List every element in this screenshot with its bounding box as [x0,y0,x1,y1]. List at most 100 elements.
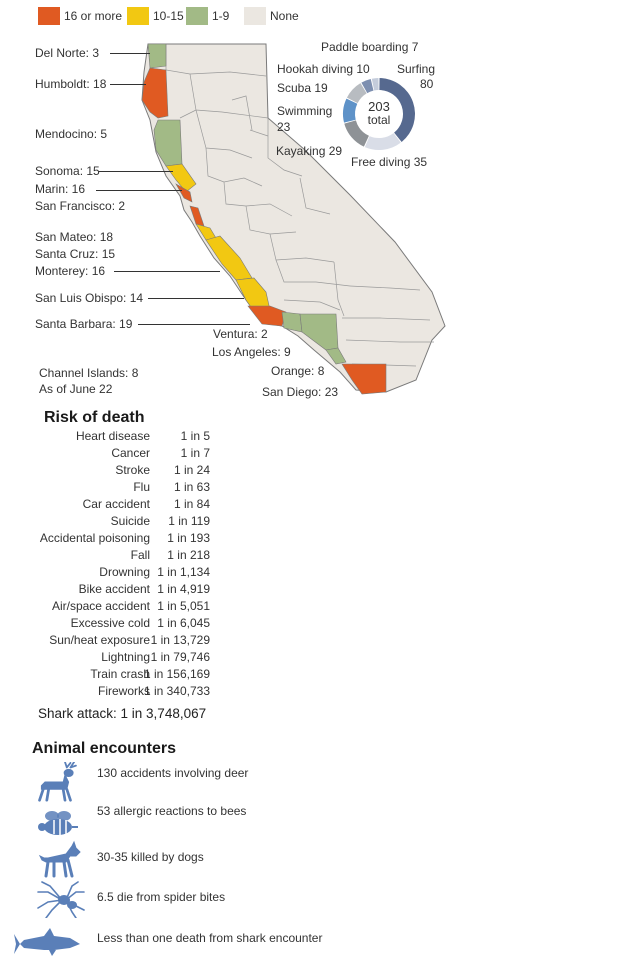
county-label-monterey: Monterey: 16 [35,264,106,278]
county-label-ventura: Ventura: 2 [213,327,268,341]
county-borders [165,44,434,367]
risk-cause: Fireworks [97,684,150,698]
animal-row-bee: 53 allergic reactions to bees [20,804,610,838]
risk-row: Train crash 1 in 156,169 [0,667,260,684]
animal-text-bee: 53 allergic reactions to bees [97,804,247,818]
state-outline [141,43,446,393]
donut-slice-free-diving [364,133,401,150]
risk-row: Excessive cold 1 in 6,045 [0,616,260,633]
risk-row: Car accident 1 in 84 [0,497,260,514]
leader-line [110,84,146,85]
county-humboldt [141,67,169,119]
county-label-orange: Orange: 8 [271,364,325,378]
donut-slice-paddle-boarding [371,78,379,91]
risk-table: Heart disease 1 in 5 Cancer 1 in 7 Stroke 1 i… [0,429,260,704]
risk-odds: 1 in 7 [180,446,210,460]
donut-total-number: 203 [368,99,390,114]
animals-title: Animal encounters [32,740,177,757]
legend-item-10-15: 10-15 [127,7,184,25]
risk-row: Cancer 1 in 7 [0,446,260,463]
shark-attack-odds: Shark attack: 1 in 3,748,067 [38,706,207,721]
dog-icon [38,840,81,878]
risk-cause: Heart disease [75,429,150,443]
risk-odds: 1 in 5,051 [157,599,210,613]
risk-odds: 1 in 119 [168,514,210,528]
risk-odds: 1 in 79,746 [150,650,210,664]
risk-cause: Drowning [99,565,150,579]
risk-row: Fireworks 1 in 340,733 [0,684,260,701]
risk-odds: 1 in 24 [173,463,210,477]
activity-label-swimming: Swimming [277,104,333,118]
risk-cause: Stroke [115,463,150,477]
leader-line [110,53,150,54]
leader-line [99,171,173,172]
risk-odds: 1 in 5 [180,429,210,443]
animal-text-spider: 6.5 die from spider bites [97,890,226,904]
risk-row: Suicide 1 in 119 [0,514,260,531]
county-label-san-diego: San Diego: 23 [262,385,339,399]
risk-odds: 1 in 193 [167,531,210,545]
animal-text-shark: Less than one death from shark encounter [97,931,323,945]
risk-cause: Sun/heat exposure [49,633,150,647]
animal-text-dog: 30-35 killed by dogs [97,850,204,864]
county-los-angeles [299,313,339,351]
county-orange [325,347,347,365]
county-marin [175,183,193,203]
risk-row: Drowning 1 in 1,134 [0,565,260,582]
activity-label-scuba: Scuba 19 [277,81,328,95]
legend-item-none: None [244,7,299,25]
donut-slice-kayaking [344,120,369,147]
risk-row: Accidental poisoning 1 in 193 [0,531,260,548]
risk-cause: Suicide [110,514,150,528]
as-of-date: As of June 22 [39,382,113,396]
risk-odds: 1 in 1,134 [157,565,210,579]
county-ventura [281,311,303,333]
bee-icon [38,811,78,835]
county-label-san-francisco: San Francisco: 2 [35,199,126,213]
activity-label-free-diving: Free diving 35 [351,155,428,169]
activity-label-hookah: Hookah diving 10 [277,62,370,76]
county-label-san-mateo: San Mateo: 18 [35,230,114,244]
deer-icon [38,762,77,802]
county-label-mendocino: Mendocino: 5 [35,127,108,141]
animal-row-dog: 30-35 killed by dogs [20,840,610,878]
legend-label: 16 or more [64,9,123,23]
activity-label-paddle: Paddle boarding 7 [321,40,419,54]
risk-odds: 1 in 6,045 [157,616,210,630]
legend-swatch [127,7,149,25]
legend-label: 10-15 [153,9,184,23]
risk-row: Fall 1 in 218 [0,548,260,565]
animal-row-shark: Less than one death from shark encounter [14,922,604,956]
risk-cause: Car accident [82,497,150,511]
risk-row: Flu 1 in 63 [0,480,260,497]
california-map: 203 total [141,43,446,395]
donut-slice-swimming [343,98,358,123]
activity-label-swimming-value: 23 [277,120,291,134]
risk-title: Risk of death [44,409,145,426]
risk-row: Heart disease 1 in 5 [0,429,260,446]
legend-swatch [186,7,208,25]
donut-slice-hookah-diving [361,78,374,94]
county-label-santa-cruz: Santa Cruz: 15 [35,247,116,261]
county-label-santa-barbara: Santa Barbara: 19 [35,317,133,331]
county-label-del-norte: Del Norte: 3 [35,46,100,60]
leader-line [138,324,250,325]
risk-odds: 1 in 218 [167,548,210,562]
legend-item-16-or-more: 16 or more [38,7,122,25]
risk-cause: Bike accident [78,582,150,596]
risk-odds: 1 in 84 [173,497,210,511]
activity-label-surfing: Surfing [397,62,436,76]
legend-swatch [244,7,266,25]
risk-cause: Fall [130,548,150,562]
risk-row: Air/space accident 1 in 5,051 [0,599,260,616]
leader-line [148,298,244,299]
county-label-humboldt: Humboldt: 18 [35,77,107,91]
risk-cause: Cancer [111,446,150,460]
channel-islands-note: Channel Islands: 8 [39,366,139,380]
leader-line [114,271,220,272]
activity-label-surfing-value: 80 [420,77,434,91]
risk-cause: Train crash [90,667,150,681]
animal-text-deer: 130 accidents involving deer [97,766,249,780]
donut-slice-scuba [346,83,367,104]
county-mendocino [153,119,183,167]
